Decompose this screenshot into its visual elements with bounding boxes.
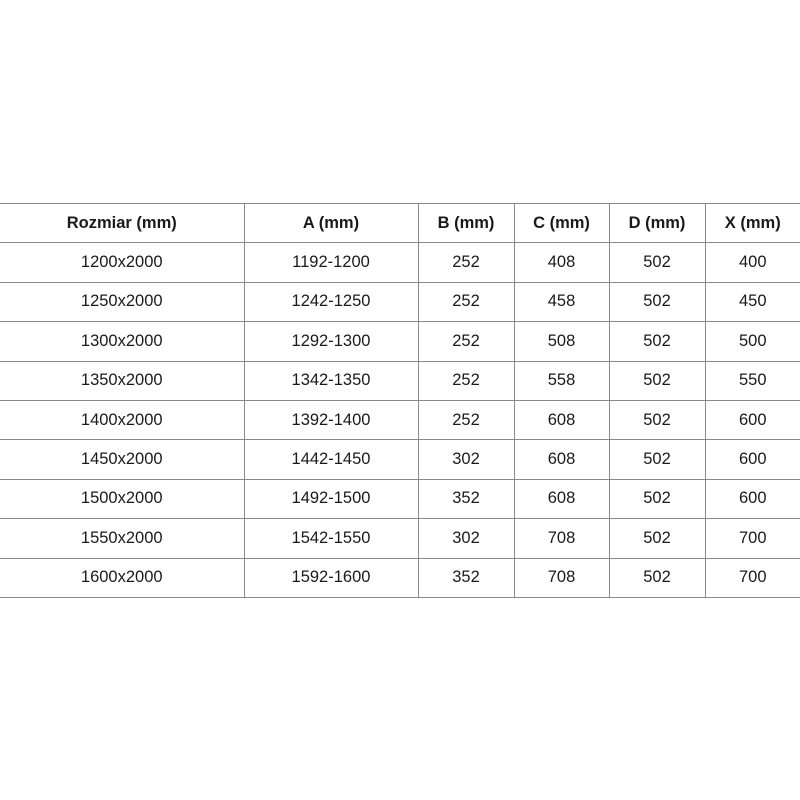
table-cell: 600 (704, 439, 800, 480)
table-cell: 1192-1200 (243, 242, 419, 283)
table-cell: 458 (513, 281, 610, 323)
table-cell: 1300x2000 (0, 321, 245, 362)
table-cell: 558 (513, 360, 610, 401)
table-row: 1200x2000 1192-1200 252 408 502 400 (0, 242, 800, 283)
column-header: D (mm) (608, 202, 706, 244)
table-cell: 608 (513, 439, 610, 480)
table-cell: 1542-1550 (243, 518, 419, 559)
table-cell: 502 (608, 478, 706, 520)
table-cell: 450 (704, 281, 800, 323)
table-row: 1350x2000 1342-1350 252 558 502 550 (0, 360, 800, 401)
table-row: 1600x2000 1592-1600 352 708 502 700 (0, 557, 800, 598)
table-cell: 408 (513, 242, 610, 283)
table-row: 1300x2000 1292-1300 252 508 502 500 (0, 321, 800, 362)
table-cell: 252 (417, 242, 515, 283)
table-cell: 502 (608, 242, 706, 283)
table-cell: 302 (417, 518, 515, 559)
table-cell: 502 (608, 399, 706, 441)
table-cell: 1450x2000 (0, 439, 245, 480)
table-cell: 600 (704, 478, 800, 520)
table-cell: 1350x2000 (0, 360, 245, 401)
table-cell: 502 (608, 360, 706, 401)
table-cell: 502 (608, 439, 706, 480)
table-cell: 608 (513, 478, 610, 520)
table-cell: 302 (417, 439, 515, 480)
table-cell: 508 (513, 321, 610, 362)
table-cell: 252 (417, 321, 515, 362)
table-cell: 400 (704, 242, 800, 283)
table-cell: 1292-1300 (243, 321, 419, 362)
column-header: A (mm) (243, 202, 419, 244)
table-cell: 352 (417, 478, 515, 520)
table-cell: 1550x2000 (0, 518, 245, 559)
table-cell: 1250x2000 (0, 281, 245, 323)
table-body: 1200x2000 1192-1200 252 408 502 400 1250x2000 1… (0, 242, 800, 598)
table-cell: 1242-1250 (243, 281, 419, 323)
table-row: 1500x2000 1492-1500 352 608 502 600 (0, 478, 800, 520)
table-cell: 1592-1600 (243, 557, 419, 598)
table-cell: 500 (704, 321, 800, 362)
table-cell: 1342-1350 (243, 360, 419, 401)
column-header: C (mm) (513, 202, 610, 244)
table-row: 1250x2000 1242-1250 252 458 502 450 (0, 281, 800, 323)
dimensions-table: Rozmiar (mm) A (mm) B (mm) C (mm) D (mm) X (m… (0, 202, 800, 598)
table-cell: 502 (608, 557, 706, 598)
column-header: Rozmiar (mm) (0, 202, 245, 244)
table-cell: 1500x2000 (0, 478, 245, 520)
table-cell: 502 (608, 518, 706, 559)
table-cell: 1200x2000 (0, 242, 245, 283)
table-cell: 252 (417, 360, 515, 401)
table-cell: 352 (417, 557, 515, 598)
column-header: B (mm) (417, 202, 515, 244)
table-cell: 1400x2000 (0, 399, 245, 441)
table-cell: 608 (513, 399, 610, 441)
table-cell: 550 (704, 360, 800, 401)
table-row: 1400x2000 1392-1400 252 608 502 600 (0, 399, 800, 441)
table-cell: 708 (513, 518, 610, 559)
table-cell: 252 (417, 399, 515, 441)
table-cell: 700 (704, 518, 800, 559)
table-cell: 600 (704, 399, 800, 441)
table-header: Rozmiar (mm) A (mm) B (mm) C (mm) D (mm) X (m… (0, 202, 800, 244)
table-row: 1450x2000 1442-1450 302 608 502 600 (0, 439, 800, 480)
table-row: 1550x2000 1542-1550 302 708 502 700 (0, 518, 800, 559)
table-cell: 502 (608, 281, 706, 323)
table-cell: 708 (513, 557, 610, 598)
header-row: Rozmiar (mm) A (mm) B (mm) C (mm) D (mm) X (m… (0, 202, 800, 244)
table-cell: 700 (704, 557, 800, 598)
table-cell: 1392-1400 (243, 399, 419, 441)
table-cell: 1442-1450 (243, 439, 419, 480)
table-cell: 1600x2000 (0, 557, 245, 598)
column-header: X (mm) (704, 202, 800, 244)
table-cell: 502 (608, 321, 706, 362)
table-cell: 252 (417, 281, 515, 323)
table-cell: 1492-1500 (243, 478, 419, 520)
